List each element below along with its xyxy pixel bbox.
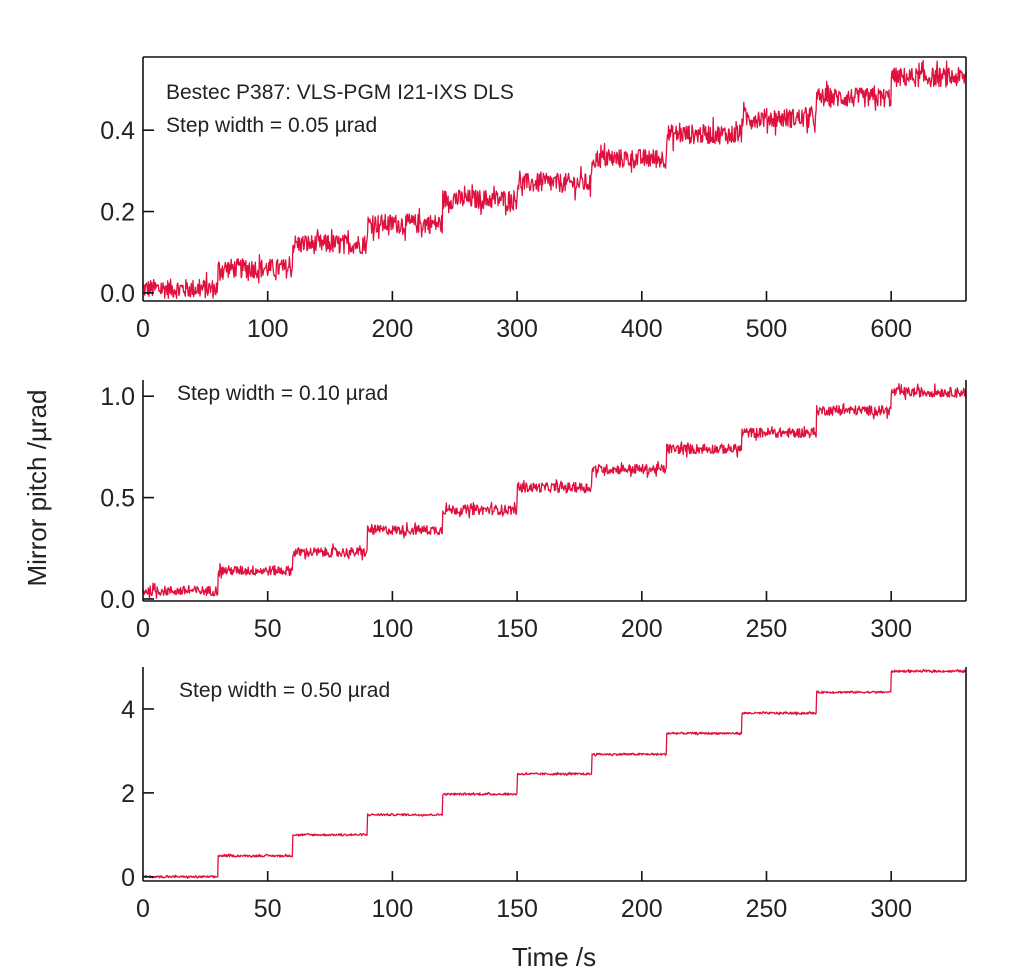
- x-tick-label: 250: [746, 895, 788, 923]
- x-tick-label: 500: [746, 315, 788, 343]
- x-tick-label: 0: [136, 895, 150, 923]
- y-tick-label: 0.2: [100, 199, 135, 227]
- series-line-1: [142, 668, 967, 879]
- x-tick-label: 200: [621, 615, 663, 643]
- panel-2: 0 50 100 150 200 250 300 0.0 0.5 1.0 Step width = …: [100, 380, 967, 643]
- x-tick-label: 300: [870, 615, 912, 643]
- step-width-annotation: Step width = 0.10 µrad: [177, 382, 388, 405]
- x-tick-label: 600: [870, 315, 912, 343]
- x-tick-label: 300: [870, 895, 912, 923]
- x-tick-label: 50: [254, 895, 282, 923]
- y-axis-title: Mirror pitch /µrad: [22, 389, 52, 586]
- panel-title-annotation: Bestec P387: VLS-PGM I21-IXS DLS: [166, 81, 514, 104]
- x-tick-label: 250: [746, 615, 788, 643]
- x-tick-label: 100: [372, 895, 414, 923]
- x-tick-label: 100: [247, 315, 289, 343]
- y-tick-label: 4: [121, 696, 135, 724]
- y-tick-label: 2: [121, 780, 135, 808]
- step-width-annotation: Step width = 0.05 µrad: [166, 114, 377, 137]
- x-tick-label: 100: [372, 615, 414, 643]
- y-tick-label: 0.5: [100, 485, 135, 513]
- y-tick-label: 0: [121, 864, 135, 892]
- x-axis-title: Time /s: [512, 942, 596, 972]
- y-tick-label: 1.0: [100, 383, 135, 411]
- x-tick-label: 0: [136, 315, 150, 343]
- panel-1: 0 100 200 300 400 500 600 0.0 0.2 0.4 Bestec P387:…: [100, 56, 967, 343]
- series-line-1: [142, 59, 967, 300]
- y-tick-label: 0.4: [100, 117, 135, 145]
- x-tick-label: 150: [496, 615, 538, 643]
- x-tick-label: 200: [621, 895, 663, 923]
- step-width-annotation: Step width = 0.50 µrad: [179, 679, 390, 702]
- series-line-1: [142, 383, 967, 600]
- y-tick-label: 0.0: [100, 586, 135, 614]
- x-tick-label: 0: [136, 615, 150, 643]
- x-tick-label: 300: [496, 315, 538, 343]
- y-tick-label: 0.0: [100, 280, 135, 308]
- x-tick-label: 400: [621, 315, 663, 343]
- x-tick-label: 150: [496, 895, 538, 923]
- x-tick-label: 200: [372, 315, 414, 343]
- panel-3: 0 50 100 150 200 250 300 0 2 4 Step width = 0.50 µ…: [121, 667, 967, 923]
- x-tick-label: 50: [254, 615, 282, 643]
